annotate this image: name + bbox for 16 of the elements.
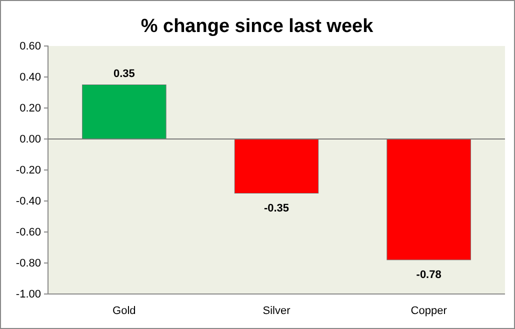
data-label: 0.35 <box>113 68 135 80</box>
data-label: -0.35 <box>264 202 290 214</box>
y-tick-label: 0.20 <box>20 102 41 115</box>
data-label: -0.78 <box>416 268 442 281</box>
y-tick-label: 0.40 <box>20 72 41 84</box>
y-tick-label: 0.60 <box>20 40 41 53</box>
x-tick-label: Gold <box>112 304 136 317</box>
x-tick-label: Silver <box>262 304 291 317</box>
y-tick-label: -0.20 <box>16 164 41 177</box>
x-tick-label: Copper <box>410 304 448 317</box>
y-tick-label: -1.00 <box>16 288 41 301</box>
y-tick-label: -0.60 <box>16 226 41 239</box>
y-tick-label: -0.80 <box>16 258 41 270</box>
chart-title: % change since last week <box>140 16 374 37</box>
y-tick-label: 0.00 <box>20 134 41 146</box>
y-tick-label: -0.40 <box>16 196 41 208</box>
